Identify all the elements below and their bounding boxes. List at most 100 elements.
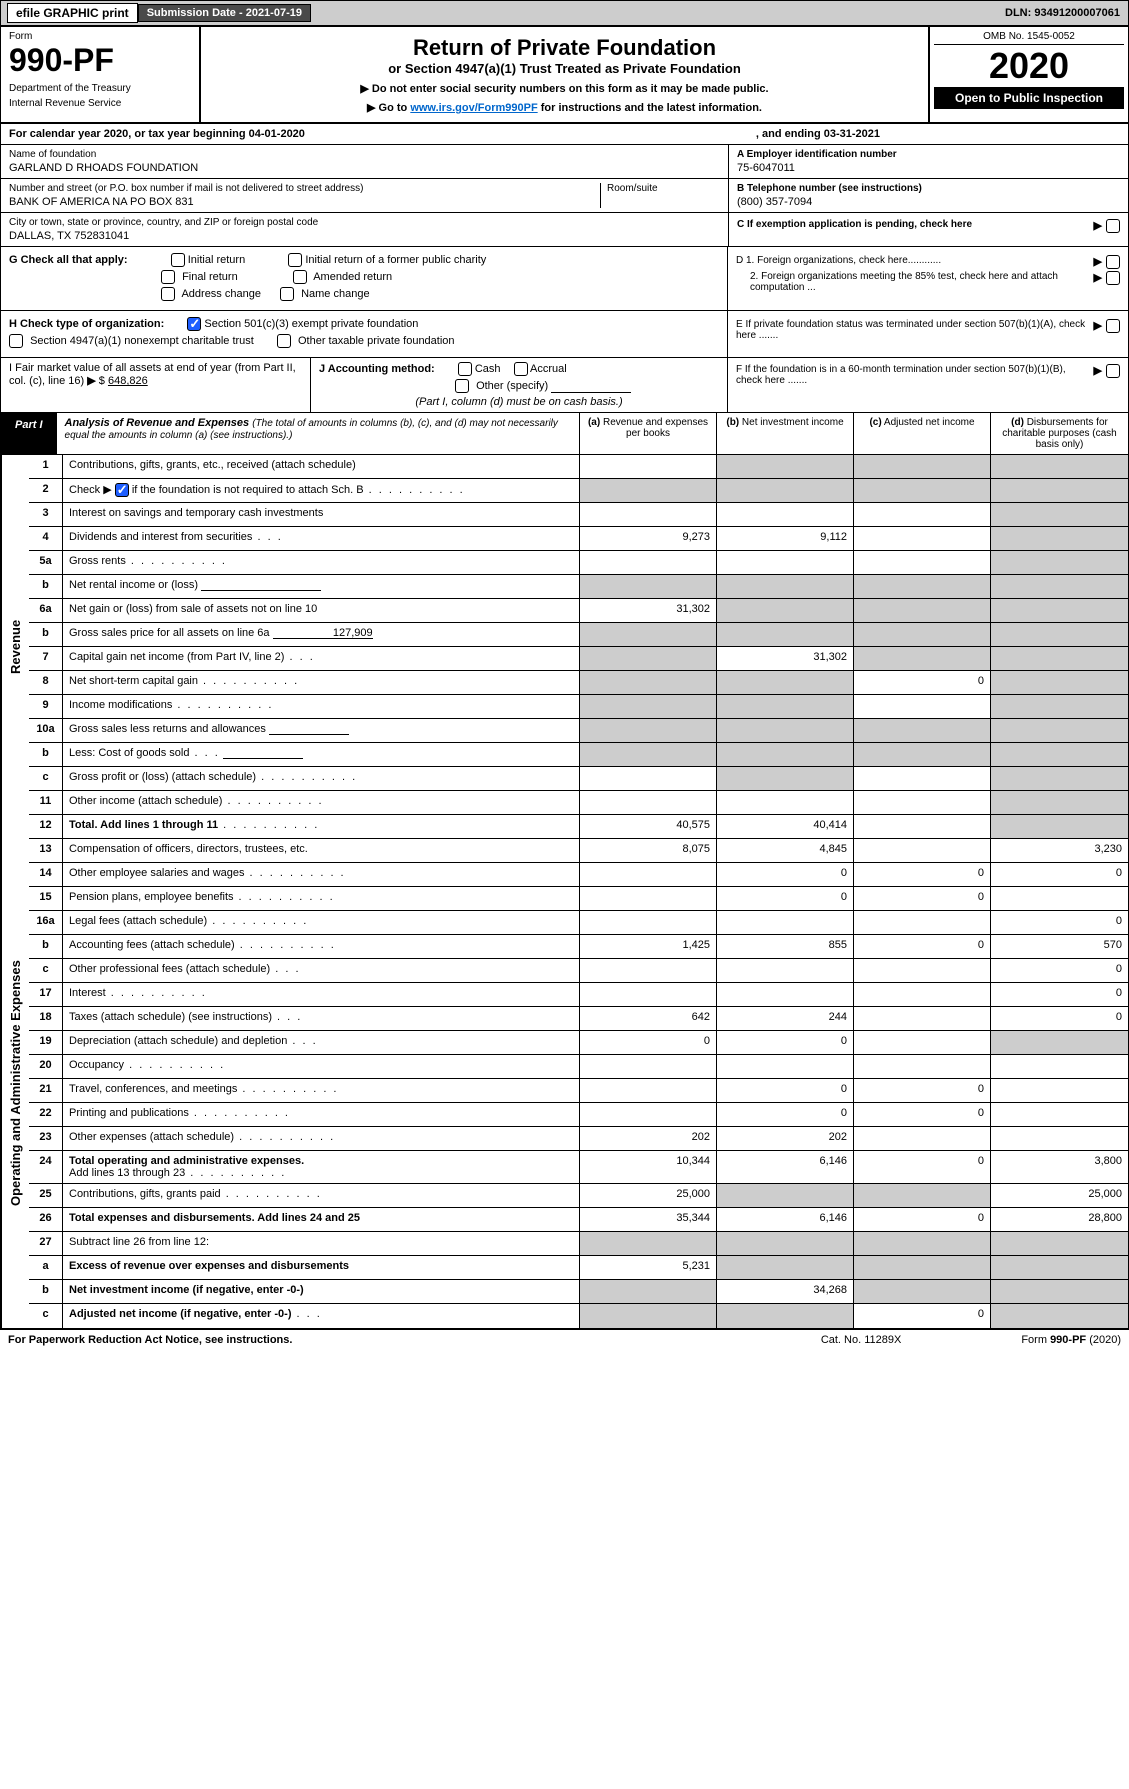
top-bar: efile GRAPHIC print Submission Date - 20… (0, 0, 1129, 26)
table-row: 9Income modifications (29, 695, 1128, 719)
table-row: 13Compensation of officers, directors, t… (29, 839, 1128, 863)
initial-return-checkbox[interactable] (171, 253, 185, 267)
table-row: cOther professional fees (attach schedul… (29, 959, 1128, 983)
f-60month: F If the foundation is in a 60-month ter… (728, 360, 1128, 410)
other-taxable-checkbox[interactable] (277, 334, 291, 348)
table-row: cGross profit or (loss) (attach schedule… (29, 767, 1128, 791)
final-return-checkbox[interactable] (161, 270, 175, 284)
table-row: 16aLegal fees (attach schedule)0 (29, 911, 1128, 935)
header-right: OMB No. 1545-0052 2020 Open to Public In… (928, 27, 1128, 122)
address-cell: Number and street (or P.O. box number if… (1, 179, 728, 213)
table-row: bGross sales price for all assets on lin… (29, 623, 1128, 647)
g-h-section: G Check all that apply: Initial return I… (1, 247, 1128, 311)
table-row: 20Occupancy (29, 1055, 1128, 1079)
c-exemption: C If exemption application is pending, c… (729, 215, 1128, 237)
form-number: 990-PF (9, 42, 191, 79)
cash-checkbox[interactable] (458, 362, 472, 376)
table-row: 3Interest on savings and temporary cash … (29, 503, 1128, 527)
initial-former-checkbox[interactable] (288, 253, 302, 267)
header-center: Return of Private Foundation or Section … (201, 27, 928, 122)
col-a-header: (a) Revenue and expenses per books (580, 413, 717, 454)
calendar-year-row: For calendar year 2020, or tax year begi… (1, 124, 1128, 145)
table-row: 1Contributions, gifts, grants, etc., rec… (29, 455, 1128, 479)
open-inspection: Open to Public Inspection (934, 87, 1124, 109)
note-link: ▶ Go to www.irs.gov/Form990PF for instru… (209, 101, 920, 114)
table-row: 10aGross sales less returns and allowanc… (29, 719, 1128, 743)
part1-label: Part I (1, 413, 57, 454)
table-row: 11Other income (attach schedule) (29, 791, 1128, 815)
omb-number: OMB No. 1545-0052 (934, 31, 1124, 45)
e-checkbox[interactable] (1106, 319, 1120, 333)
table-row: 8Net short-term capital gain0 (29, 671, 1128, 695)
address: BANK OF AMERICA NA PO BOX 831 (9, 196, 600, 208)
s501-checkbox[interactable] (187, 317, 201, 331)
col-c-header: (c) Adjusted net income (854, 413, 991, 454)
table-row: 25Contributions, gifts, grants paid25,00… (29, 1184, 1128, 1208)
d1-foreign: D 1. Foreign organizations, check here..… (736, 255, 1120, 269)
table-row: aExcess of revenue over expenses and dis… (29, 1256, 1128, 1280)
expenses-label: Operating and Administrative Expenses (1, 839, 29, 1328)
efile-label: efile GRAPHIC print (7, 3, 138, 23)
col-b-header: (b) Net investment income (717, 413, 854, 454)
table-row: 12Total. Add lines 1 through 1140,57540,… (29, 815, 1128, 839)
address-change-checkbox[interactable] (161, 287, 175, 301)
irs-text: Internal Revenue Service (9, 98, 191, 109)
table-row: 6aNet gain or (loss) from sale of assets… (29, 599, 1128, 623)
cat-number: Cat. No. 11289X (821, 1334, 902, 1346)
page-footer: For Paperwork Reduction Act Notice, see … (0, 1329, 1129, 1350)
room-label: Room/suite (607, 183, 720, 194)
f-checkbox[interactable] (1106, 364, 1120, 378)
d2-foreign-85: 2. Foreign organizations meeting the 85%… (736, 271, 1120, 293)
table-row: 21Travel, conferences, and meetings00 (29, 1079, 1128, 1103)
accrual-checkbox[interactable] (514, 362, 528, 376)
table-row: 18Taxes (attach schedule) (see instructi… (29, 1007, 1128, 1031)
cal-end: , and ending 03-31-2021 (756, 128, 880, 140)
phone: (800) 357-7094 (737, 196, 1120, 208)
i-j-f-section: I Fair market value of all assets at end… (1, 358, 1128, 413)
ein: 75-6047011 (737, 162, 1120, 174)
form-990pf: Form 990-PF Department of the Treasury I… (0, 26, 1129, 1329)
tax-year: 2020 (934, 45, 1124, 87)
table-row: 5aGross rents (29, 551, 1128, 575)
table-row: 15Pension plans, employee benefits00 (29, 887, 1128, 911)
e-terminated: E If private foundation status was termi… (728, 313, 1128, 355)
form-title: Return of Private Foundation (209, 35, 920, 61)
schb-checkbox[interactable] (115, 483, 129, 497)
table-row: 22Printing and publications00 (29, 1103, 1128, 1127)
table-row: 24Total operating and administrative exp… (29, 1151, 1128, 1184)
table-row: bLess: Cost of goods sold (29, 743, 1128, 767)
i-fmv: I Fair market value of all assets at end… (1, 358, 311, 412)
foundation-name-cell: Name of foundation GARLAND D RHOADS FOUN… (1, 145, 728, 179)
paperwork-notice: For Paperwork Reduction Act Notice, see … (8, 1334, 292, 1346)
irs-link[interactable]: www.irs.gov/Form990PF (410, 102, 537, 114)
table-row: 26Total expenses and disbursements. Add … (29, 1208, 1128, 1232)
table-row: bAccounting fees (attach schedule)1,4258… (29, 935, 1128, 959)
table-row: 19Depreciation (attach schedule) and dep… (29, 1031, 1128, 1055)
revenue-section: Revenue 1Contributions, gifts, grants, e… (1, 455, 1128, 839)
table-row: bNet investment income (if negative, ent… (29, 1280, 1128, 1304)
col-d-header: (d) Disbursements for charitable purpose… (991, 413, 1128, 454)
g-check-apply: G Check all that apply: Initial return I… (9, 253, 719, 267)
name-change-checkbox[interactable] (280, 287, 294, 301)
part1-header: Part I Analysis of Revenue and Expenses … (1, 413, 1128, 455)
ein-cell: A Employer identification number 75-6047… (729, 145, 1128, 179)
dept-text: Department of the Treasury (9, 83, 191, 94)
revenue-label: Revenue (1, 455, 29, 839)
d2-checkbox[interactable] (1106, 271, 1120, 285)
d1-checkbox[interactable] (1106, 255, 1120, 269)
form-header: Form 990-PF Department of the Treasury I… (1, 27, 1128, 124)
table-row: bNet rental income or (loss) (29, 575, 1128, 599)
fmv-value: 648,826 (108, 375, 148, 387)
header-left: Form 990-PF Department of the Treasury I… (1, 27, 201, 122)
c-checkbox[interactable] (1106, 219, 1120, 233)
phone-cell: B Telephone number (see instructions) (8… (729, 179, 1128, 213)
amended-checkbox[interactable] (293, 270, 307, 284)
table-row: 2Check ▶ if the foundation is not requir… (29, 479, 1128, 503)
s4947-checkbox[interactable] (9, 334, 23, 348)
h-e-section: H Check type of organization: Section 50… (1, 311, 1128, 358)
table-row: 23Other expenses (attach schedule)202202 (29, 1127, 1128, 1151)
foundation-name: GARLAND D RHOADS FOUNDATION (9, 162, 720, 174)
other-method-checkbox[interactable] (455, 379, 469, 393)
form-label: Form (9, 31, 191, 42)
j-accounting: J Accounting method: Cash Accrual Other … (311, 358, 728, 412)
